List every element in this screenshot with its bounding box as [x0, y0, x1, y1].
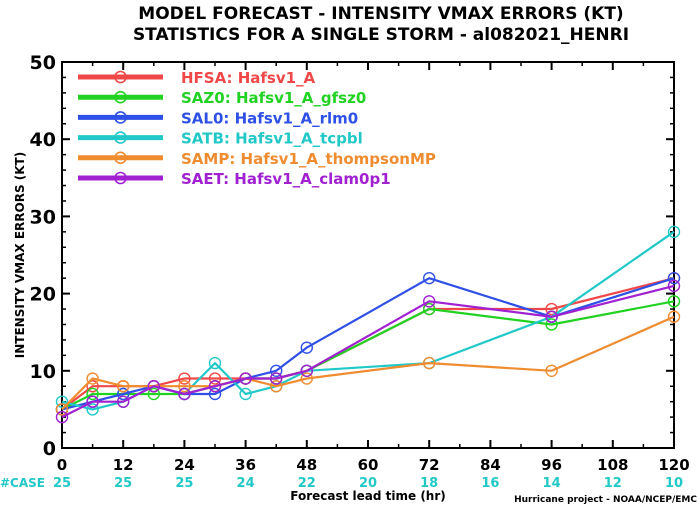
case-count: 14 [543, 476, 561, 491]
data-point [423, 295, 436, 308]
data-point [116, 387, 130, 401]
series-line [61, 315, 675, 411]
data-point [116, 380, 130, 393]
legend-swatch-marker [114, 111, 127, 124]
data-point [270, 380, 283, 393]
y-tick-label: 30 [30, 206, 56, 228]
data-point [86, 403, 99, 416]
data-point [545, 302, 558, 316]
data-point [55, 410, 69, 424]
data-point [270, 364, 283, 377]
data-point [208, 387, 222, 401]
credit-text: Hurricane project - NOAA/NCEP/EMC [514, 495, 697, 505]
x-tick-label: 12 [113, 456, 134, 474]
series-line [61, 300, 675, 411]
data-point [116, 395, 130, 408]
x-tick-label: 36 [235, 456, 256, 474]
data-point [300, 341, 313, 354]
data-point [55, 403, 69, 416]
chart-title: MODEL FORECAST - INTENSITY VMAX ERRORS (… [138, 4, 623, 24]
data-point [86, 387, 99, 401]
case-count: 10 [665, 476, 683, 491]
case-count: 22 [298, 476, 316, 491]
data-point [55, 395, 69, 408]
data-point [300, 364, 313, 377]
x-tick-label: 120 [658, 456, 689, 474]
case-count: 16 [481, 476, 499, 491]
case-count: 20 [359, 476, 377, 491]
chart-subtitle: STATISTICS FOR A SINGLE STORM - al082021… [133, 25, 629, 45]
x-tick-label: 24 [174, 456, 195, 474]
x-tick-label: 96 [541, 456, 562, 474]
case-count: 18 [420, 476, 438, 491]
case-label: #CASE [0, 476, 45, 490]
data-point [208, 356, 222, 370]
data-point [300, 372, 313, 385]
data-point [667, 279, 681, 293]
data-point [178, 387, 191, 401]
data-point [86, 395, 99, 408]
data-point [667, 295, 681, 308]
x-tick-label: 72 [419, 456, 440, 474]
series-4 [55, 310, 681, 416]
legend-swatch-marker [114, 151, 127, 165]
data-point [239, 387, 252, 401]
y-tick-label: 50 [30, 52, 56, 74]
legend-swatch-marker [114, 171, 127, 185]
y-tick-label: 40 [30, 129, 56, 151]
data-point [208, 372, 222, 385]
x-tick-label: 48 [296, 456, 317, 474]
data-point [667, 310, 681, 323]
y-tick-label: 0 [43, 438, 56, 460]
legend-label: SAL0: Hafsv1_A_rlm0 [181, 109, 358, 127]
data-point [270, 372, 283, 385]
y-tick-label: 10 [30, 361, 56, 383]
x-tick-label: 60 [358, 456, 379, 474]
legend-label: SAZ0: Hafsv1_A_gfsz0 [181, 89, 366, 107]
data-point [86, 380, 99, 393]
series-5 [55, 279, 681, 424]
x-axis-label: Forecast lead time (hr) [290, 489, 446, 503]
data-point [423, 356, 436, 370]
legend-swatch-marker [114, 90, 127, 104]
y-axis-label: INTENSITY VMAX ERRORS (KT) [13, 152, 27, 358]
x-tick-label: 84 [480, 456, 501, 474]
legend-label: SAET: Hafsv1_A_clam0p1 [181, 170, 391, 188]
series-line [61, 284, 675, 419]
legend-swatch-marker [114, 70, 127, 84]
series-line [61, 277, 675, 411]
data-point [545, 318, 558, 331]
legend-swatch-marker [114, 131, 127, 144]
data-point [667, 225, 681, 239]
x-tick-label: 0 [57, 456, 67, 474]
data-point [147, 387, 161, 401]
data-point [86, 372, 99, 385]
data-point [178, 380, 191, 393]
case-count: 25 [175, 476, 193, 491]
series-line [61, 277, 675, 411]
x-tick-label: 108 [597, 456, 628, 474]
legend-label: SAMP: Hafsv1_A_thompsonMP [181, 150, 436, 168]
data-point [545, 310, 558, 323]
data-point [423, 271, 436, 285]
case-count: 25 [114, 476, 132, 491]
case-count: 12 [604, 476, 622, 491]
legend: HFSA: Hafsv1_A SAZ0: Hafsv1_A_gfsz0 SAL0: … [78, 69, 436, 188]
legend-label: SATB: Hafsv1_A_tcpbl [181, 130, 363, 148]
plot-area: 0 10 20 30 40 50 0 12 24 36 48 60 72 84 96 108 120 25 25 25… [30, 52, 690, 491]
data-point [545, 364, 558, 377]
case-count: 25 [53, 476, 71, 491]
y-tick-label: 20 [30, 284, 56, 306]
data-point [147, 380, 161, 393]
series-line [61, 230, 675, 411]
data-point [239, 372, 252, 385]
case-count: 24 [237, 476, 255, 491]
data-point [208, 380, 222, 393]
legend-label: HFSA: Hafsv1_A [181, 69, 316, 87]
data-point [423, 302, 436, 316]
data-point [178, 372, 191, 385]
data-point [667, 271, 681, 285]
